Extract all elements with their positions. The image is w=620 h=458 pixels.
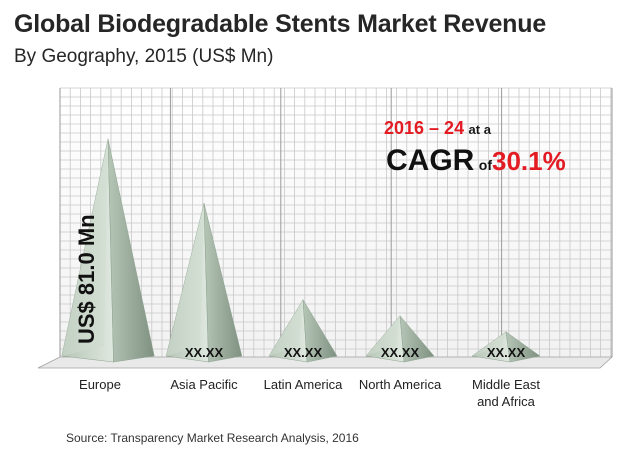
- cagr-at-a: at a: [468, 122, 491, 137]
- category-label: North America: [359, 377, 442, 392]
- data-label: XX.XX: [284, 345, 323, 360]
- category-label: Asia Pacific: [170, 377, 238, 392]
- pyramid-face-right: [399, 315, 435, 363]
- data-label: US$ 81.0 Mn: [74, 214, 99, 344]
- pyramid-face-right: [505, 331, 541, 363]
- pyramid-face-right: [302, 299, 338, 363]
- pyramid-face-right: [107, 138, 155, 363]
- data-label: XX.XX: [185, 345, 224, 360]
- source-note: Source: Transparency Market Research Ana…: [66, 431, 359, 445]
- pyramid-face-back: [472, 331, 506, 356]
- pyramid-face-back: [269, 299, 303, 356]
- category-label: and Africa: [477, 394, 536, 409]
- cagr-value: 30.1%: [492, 146, 566, 176]
- cagr-of: of: [478, 157, 493, 173]
- pyramid-face-back: [166, 203, 204, 356]
- category-label: Europe: [79, 377, 121, 392]
- data-label: XX.XX: [381, 345, 420, 360]
- category-label: Latin America: [264, 377, 344, 392]
- cagr-period: 2016 – 24: [384, 118, 465, 138]
- pyramid-face-right: [203, 203, 243, 363]
- cagr-period-line: 2016 – 24 at a: [384, 118, 491, 139]
- chart-subtitle: By Geography, 2015 (US$ Mn): [14, 46, 274, 67]
- cagr-value-line: CAGR of30.1%: [386, 144, 566, 178]
- cagr-word: CAGR: [386, 144, 475, 177]
- category-label: Middle East: [472, 377, 540, 392]
- data-label: XX.XX: [487, 345, 526, 360]
- chart-title: Global Biodegradable Stents Market Reven…: [14, 10, 547, 38]
- pyramid-face-back: [366, 315, 400, 356]
- pyramid-face-back: [61, 138, 108, 356]
